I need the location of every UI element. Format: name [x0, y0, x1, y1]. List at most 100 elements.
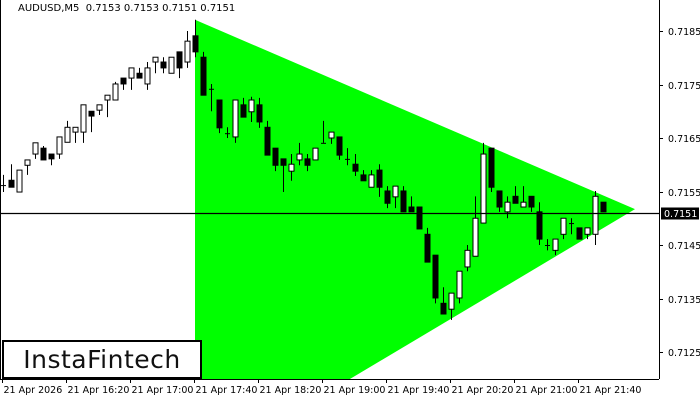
candle-body [456, 270, 463, 299]
candle [545, 239, 550, 251]
chart-header: AUDUSD,M5 0.7153 0.7153 0.7151 0.7151 [18, 3, 235, 14]
candle [56, 136, 63, 159]
candle [536, 202, 543, 245]
candle [424, 227, 431, 263]
candle [104, 94, 111, 118]
candle [400, 186, 407, 213]
symbol-label: AUDUSD,M5 [18, 3, 80, 14]
candle-body [488, 147, 495, 188]
candle-body [512, 195, 519, 204]
candle-body [416, 206, 423, 230]
candle-body [432, 254, 439, 299]
candle-body [400, 190, 407, 213]
x-tick-label: 21 Apr 17:40 [196, 385, 258, 396]
candle [528, 195, 535, 212]
x-tick-label: 21 Apr 19:00 [324, 385, 386, 396]
candle-body [72, 126, 79, 133]
candle [552, 238, 559, 256]
candle-body [280, 158, 287, 166]
candle-body [576, 227, 583, 240]
candle [456, 270, 463, 304]
x-tick-label: 21 Apr 21:40 [580, 385, 642, 396]
candle [496, 190, 503, 212]
x-tick-label: 21 Apr 16:20 [68, 385, 130, 396]
candle-body [448, 292, 455, 310]
candle [240, 97, 247, 118]
candle-body [424, 233, 431, 263]
candle-body [256, 104, 263, 123]
candle [16, 169, 23, 193]
candle [120, 77, 127, 90]
candle [40, 146, 47, 161]
candle-body [144, 67, 151, 85]
candle [64, 120, 71, 143]
candle [24, 159, 31, 175]
candle [464, 245, 471, 272]
candle-body [352, 163, 359, 172]
candle [144, 62, 151, 90]
candle-body [384, 190, 391, 204]
y-tick-label: 0.7175 [668, 81, 700, 92]
candle [184, 31, 191, 68]
candle-body [8, 179, 15, 188]
candle-body [104, 94, 111, 101]
candle-body [472, 217, 479, 257]
candle-body [80, 104, 87, 133]
candle-body [312, 147, 319, 161]
y-tick-label: 0.7155 [668, 188, 700, 199]
x-tick-label: 21 Apr 2026 [4, 385, 63, 396]
candle [376, 164, 383, 197]
candle-body [464, 249, 471, 268]
candle [480, 142, 487, 224]
candle-body [48, 153, 55, 160]
candle [192, 19, 199, 58]
candle [80, 104, 87, 143]
candle [72, 126, 79, 143]
candle-body [152, 56, 159, 63]
triangle-pattern [195, 19, 635, 379]
candle [584, 227, 591, 240]
candle-body [232, 99, 239, 138]
candle [32, 142, 39, 159]
candle [569, 218, 574, 235]
candle-body [392, 185, 399, 198]
y-tick-label: 0.7185 [668, 27, 700, 38]
candle [48, 153, 55, 166]
candle-body [304, 158, 311, 166]
candle [280, 158, 287, 193]
candle [472, 196, 479, 257]
candle [392, 185, 399, 209]
candle [520, 186, 527, 208]
candle-body [560, 217, 567, 235]
candle-body [288, 163, 295, 172]
candle [560, 217, 567, 240]
candle-body [64, 126, 71, 143]
x-tick-label: 21 Apr 19:40 [388, 385, 450, 396]
candle-body [184, 40, 191, 63]
candle [216, 99, 223, 134]
candle-body [336, 136, 343, 156]
current-price-label: 0.7151 [664, 209, 697, 220]
candle-body [376, 169, 383, 188]
candle [504, 196, 511, 219]
candle-body [368, 174, 375, 188]
candle-body [112, 83, 119, 101]
x-tick-label: 21 Apr 20:20 [452, 385, 514, 396]
candle [225, 127, 230, 138]
candle-body [216, 99, 223, 129]
candle-body [96, 104, 103, 111]
instafintech-logo: InstaFintech [2, 340, 202, 379]
candle-body [160, 61, 167, 69]
candle [232, 99, 239, 143]
candle [432, 254, 439, 304]
candle [1, 174, 6, 193]
candle [176, 51, 183, 79]
candle [272, 147, 279, 172]
candle [368, 170, 375, 188]
candle [296, 142, 303, 166]
candle [304, 154, 311, 172]
candle-body [440, 302, 447, 315]
candle [592, 190, 599, 245]
candle [160, 57, 167, 74]
